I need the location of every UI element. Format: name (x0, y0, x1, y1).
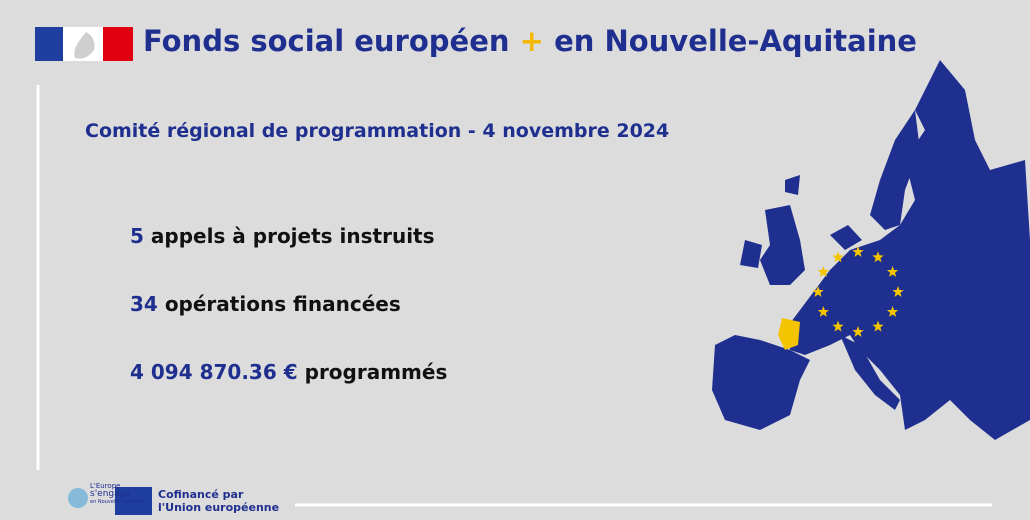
subtitle: Comité régional de programmation - 4 nov… (85, 120, 670, 142)
nouvelle-aquitaine (778, 318, 800, 350)
stat-number: 5 (130, 224, 144, 248)
stat: 34 opérations financées (130, 292, 401, 316)
logo-line: en Nouvelle-Aquitaine (90, 499, 146, 505)
title-start: Fonds social européen (143, 24, 510, 58)
star (817, 306, 830, 317)
star (886, 306, 899, 317)
europe-map (712, 60, 1030, 440)
star (812, 286, 824, 297)
europe-logo: L'Europe s'engage en Nouvelle-Aquitaine (90, 482, 145, 506)
eu-line: l'Union européenne (158, 501, 280, 514)
star (892, 286, 904, 297)
logo-line: s'engage (90, 489, 131, 499)
title-plus: + (519, 24, 544, 58)
stat: 5 appels à projets instruits (130, 224, 435, 248)
star (832, 320, 844, 332)
stat-number: 4 094 870.36 € (130, 360, 298, 384)
star (872, 251, 884, 263)
stat-text: appels à projets instruits (150, 224, 435, 248)
stat-text: programmés (304, 360, 448, 384)
star (852, 326, 864, 337)
stat-number: 34 (130, 292, 158, 316)
stat: 4 094 870.36 € programmés (130, 360, 447, 384)
title: Fonds social européen + en Nouvelle-Aqui… (143, 24, 917, 58)
eu-logo: Cofinancé par l'Union européenne (158, 488, 279, 514)
star (886, 266, 899, 277)
footer-logos (68, 487, 152, 515)
star (872, 320, 884, 332)
logo-line: L'Europe (90, 482, 121, 490)
star (817, 266, 830, 277)
eu-line: Cofinancé par (158, 488, 244, 501)
title-end: en Nouvelle-Aquitaine (554, 24, 917, 58)
stat-text: opérations financées (164, 292, 401, 316)
star (832, 251, 844, 263)
star (852, 246, 864, 257)
flag-logo (35, 27, 133, 61)
